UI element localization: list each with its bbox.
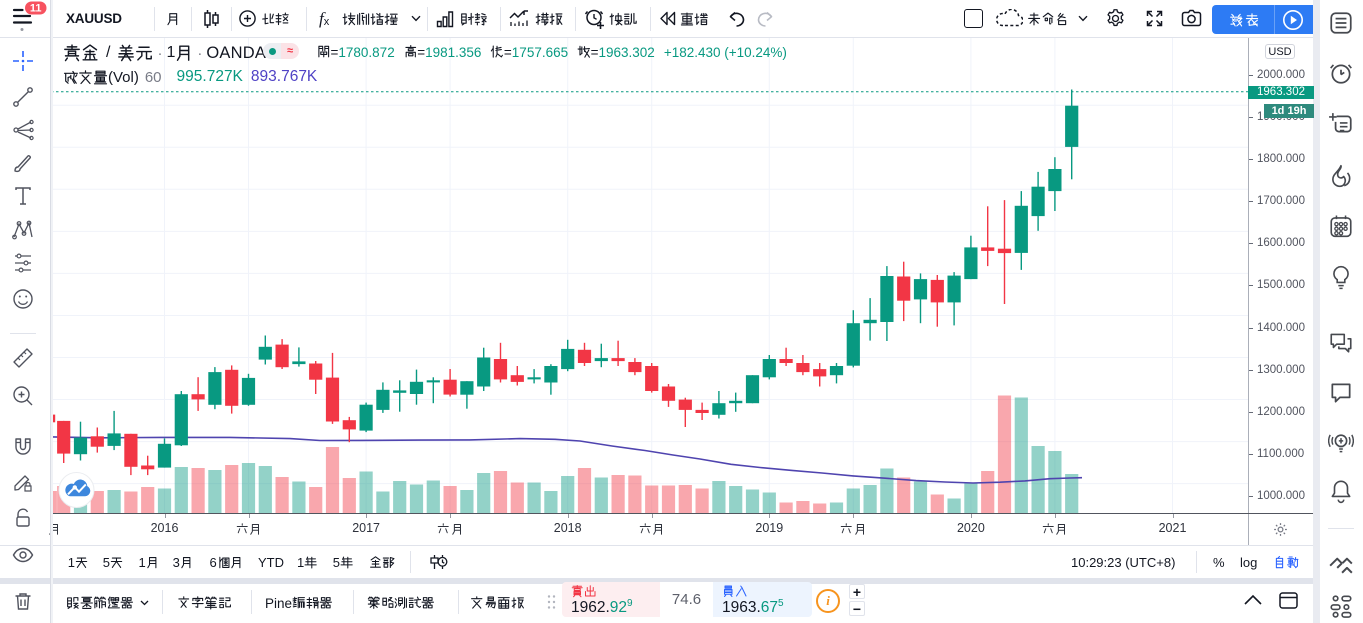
svg-text:11: 11 <box>30 3 42 15</box>
